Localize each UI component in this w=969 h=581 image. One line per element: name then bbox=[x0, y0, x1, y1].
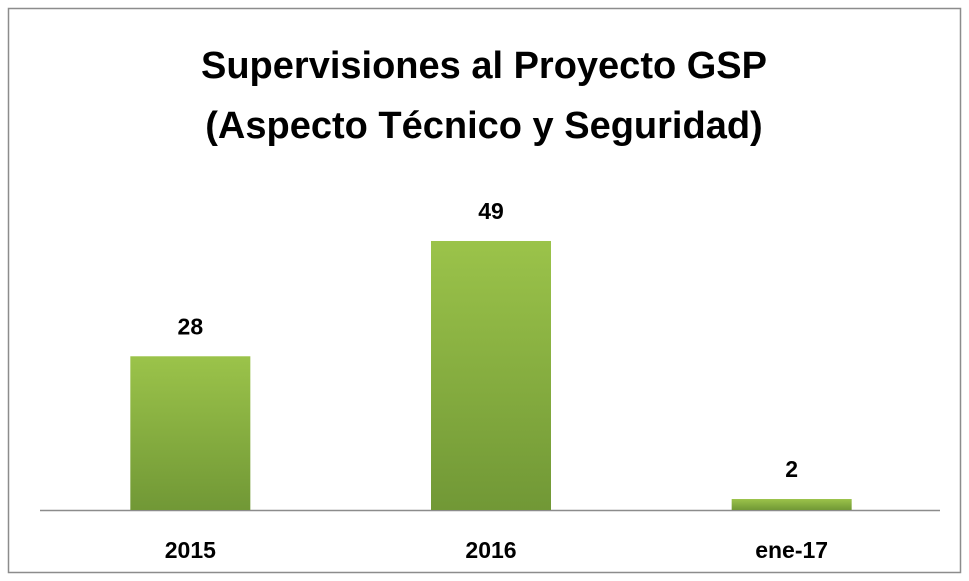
bar bbox=[731, 499, 852, 510]
bar bbox=[130, 356, 251, 510]
chart-subtitle: (Aspecto Técnico y Seguridad) bbox=[205, 105, 762, 147]
x-tick-label: 2016 bbox=[465, 537, 516, 563]
value-label: 28 bbox=[178, 313, 204, 339]
x-tick-label: ene-17 bbox=[755, 537, 828, 563]
chart-title: Supervisiones al Proyecto GSP bbox=[201, 45, 767, 87]
value-label: 2 bbox=[785, 456, 798, 482]
value-label: 49 bbox=[478, 198, 504, 224]
x-tick-label: 2015 bbox=[165, 537, 216, 563]
bar bbox=[431, 240, 551, 511]
